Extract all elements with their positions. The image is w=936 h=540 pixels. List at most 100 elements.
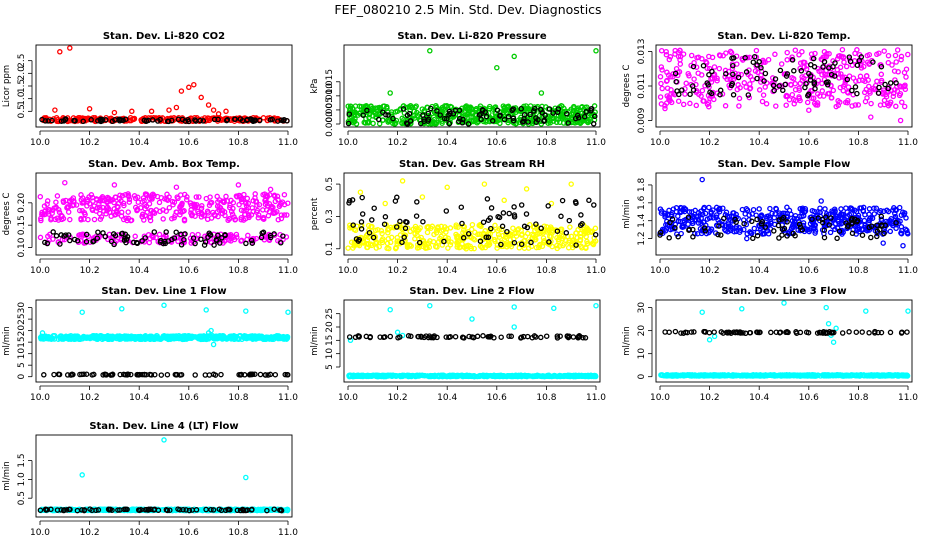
data-point	[500, 210, 507, 216]
data-point	[521, 116, 527, 122]
data-point	[903, 215, 909, 221]
data-point	[259, 230, 265, 236]
data-point	[192, 117, 198, 123]
data-point	[67, 216, 73, 223]
data-point	[464, 105, 471, 112]
data-point	[168, 117, 175, 124]
y-tick-label: 0.3	[325, 209, 335, 223]
data-point	[565, 120, 572, 126]
data-point	[782, 81, 788, 88]
data-point	[796, 52, 802, 58]
x-axis: 10.0 10.2 10.4 10.6 10.8 11.0	[338, 258, 606, 276]
data-point	[400, 103, 407, 109]
data-point	[706, 103, 712, 110]
data-point	[91, 216, 98, 223]
data-point	[99, 116, 106, 123]
data-point	[215, 232, 221, 239]
data-point	[797, 224, 804, 230]
data-point	[261, 216, 267, 222]
data-point	[239, 117, 246, 124]
y-tick-label: 1.4	[637, 213, 647, 228]
data-point	[442, 107, 448, 113]
data-point	[788, 81, 794, 88]
data-point	[386, 118, 392, 124]
data-point	[270, 204, 276, 211]
data-point	[444, 103, 450, 109]
data-point	[370, 120, 376, 127]
data-point	[849, 230, 856, 237]
data-point	[862, 78, 868, 85]
data-point	[139, 238, 145, 244]
data-point	[588, 108, 594, 114]
data-point	[482, 244, 489, 251]
y-tick-label: 0.013	[637, 39, 647, 65]
data-point	[821, 59, 828, 65]
data-point	[791, 101, 797, 107]
data-point	[371, 205, 377, 211]
data-point	[393, 244, 399, 251]
data-point	[892, 77, 898, 83]
data-point	[783, 102, 789, 108]
data-point	[659, 67, 665, 73]
data-point	[711, 64, 718, 70]
data-point	[97, 206, 103, 213]
data-point	[434, 244, 440, 250]
data-point	[699, 87, 706, 94]
data-point	[441, 115, 448, 122]
data-point	[554, 245, 560, 252]
data-point	[494, 64, 500, 71]
data-point	[563, 230, 570, 236]
x-tick-label: 11.0	[278, 138, 298, 148]
data-point	[885, 52, 892, 59]
panel-title: Stan. Dev. Line 3 Flow	[721, 286, 846, 297]
data-point	[866, 51, 873, 58]
data-point	[677, 57, 683, 63]
data-point	[885, 59, 892, 66]
data-point	[885, 102, 892, 109]
data-point	[65, 209, 72, 215]
data-point	[680, 51, 687, 57]
data-point	[127, 114, 134, 121]
data-point	[810, 95, 817, 101]
data-point	[147, 214, 154, 220]
data-point	[190, 235, 197, 241]
data-point	[866, 211, 872, 218]
data-point	[418, 234, 424, 241]
data-point	[818, 56, 825, 62]
data-point	[349, 197, 356, 203]
data-point	[844, 76, 851, 83]
data-point	[760, 92, 767, 98]
data-point	[174, 209, 180, 215]
x-tick-label: 10.4	[129, 138, 149, 148]
data-point	[767, 205, 773, 212]
data-point	[156, 231, 163, 238]
data-point	[905, 51, 911, 58]
data-point	[892, 52, 899, 59]
data-point	[483, 113, 490, 120]
data-point	[52, 216, 58, 223]
data-point	[876, 84, 882, 91]
data-point	[570, 107, 577, 114]
data-point	[208, 199, 215, 206]
data-point	[111, 182, 118, 188]
data-point	[727, 76, 733, 83]
data-point	[568, 181, 574, 187]
data-point	[759, 98, 766, 105]
data-point	[222, 231, 228, 238]
data-point	[741, 80, 748, 86]
data-point	[893, 59, 899, 65]
data-point	[765, 231, 772, 237]
data-point	[122, 191, 129, 198]
data-point	[570, 334, 577, 340]
data-point	[57, 49, 63, 55]
y-tick-label: 15	[17, 336, 27, 347]
data-point	[690, 234, 696, 240]
data-point	[399, 178, 406, 184]
data-point	[419, 194, 426, 200]
x-tick-label: 10.4	[129, 393, 149, 403]
x-tick-label: 11.0	[898, 138, 918, 148]
data-point	[88, 117, 94, 123]
data-point	[708, 210, 714, 216]
